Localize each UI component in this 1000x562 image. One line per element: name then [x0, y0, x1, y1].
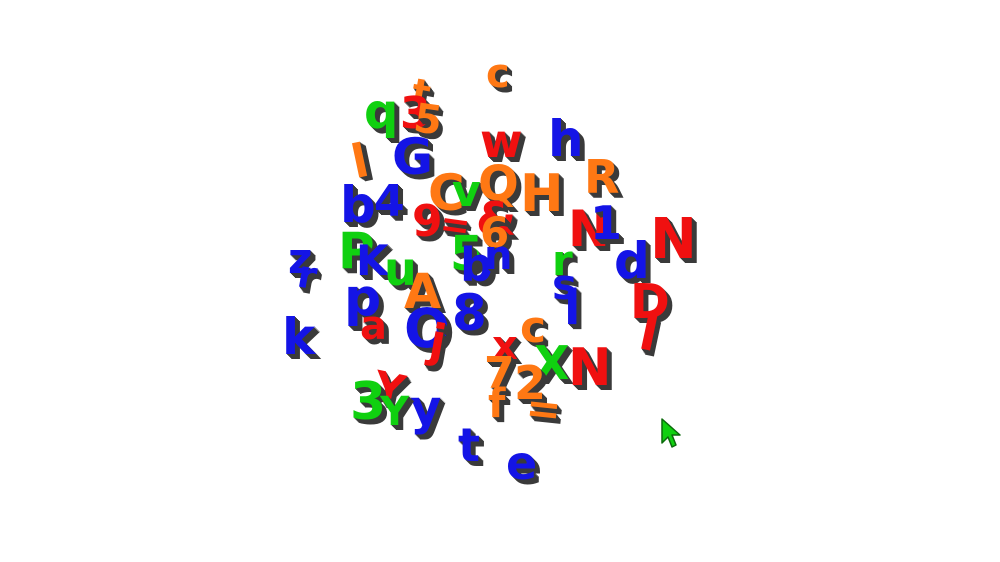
- letter-tile[interactable]: &: [476, 192, 517, 246]
- letter-tile[interactable]: d: [614, 232, 650, 290]
- letter-tile[interactable]: 6: [480, 208, 510, 257]
- letter-tile[interactable]: Q: [478, 156, 519, 212]
- letter-tile[interactable]: 3: [400, 88, 431, 139]
- letter-tile[interactable]: w: [480, 114, 523, 168]
- letter-tile[interactable]: 4: [374, 176, 405, 227]
- letter-tile[interactable]: 9: [412, 196, 443, 247]
- letter-tile[interactable]: 1: [590, 196, 623, 250]
- letter-tile[interactable]: D: [630, 274, 670, 330]
- letter-tile[interactable]: b: [340, 176, 376, 234]
- letter-tile[interactable]: c: [486, 51, 510, 97]
- letter-tile[interactable]: v: [452, 166, 481, 217]
- letter-tile[interactable]: N: [650, 207, 697, 272]
- letter-tile[interactable]: 8: [452, 284, 487, 342]
- letter-tile[interactable]: N: [568, 338, 612, 398]
- letter-tile[interactable]: 2: [514, 356, 547, 410]
- letter-tile[interactable]: l: [564, 280, 581, 336]
- letter-tile[interactable]: h: [548, 110, 584, 168]
- letter-tile[interactable]: Y: [380, 389, 409, 435]
- letter-tile[interactable]: X: [534, 336, 570, 390]
- letter-tile[interactable]: y: [410, 380, 442, 436]
- letter-tile[interactable]: A: [404, 264, 442, 320]
- letter-tile[interactable]: 3: [350, 372, 387, 432]
- letter-tile[interactable]: =: [523, 382, 564, 435]
- letter-tile[interactable]: e: [506, 436, 538, 490]
- letter-tile[interactable]: a: [360, 303, 387, 349]
- letter-tile[interactable]: p: [344, 268, 382, 328]
- letter-tile[interactable]: r: [552, 236, 573, 285]
- letter-tile[interactable]: 5: [450, 226, 484, 282]
- letter-tile[interactable]: c: [520, 302, 547, 353]
- letter-tile[interactable]: N: [568, 200, 610, 258]
- letter-tile[interactable]: n: [484, 233, 513, 279]
- letter-tile[interactable]: s: [552, 260, 577, 309]
- letter-tile[interactable]: k: [282, 308, 316, 366]
- letter-tile[interactable]: t: [458, 418, 480, 472]
- letter-tile[interactable]: z: [288, 234, 313, 283]
- letter-tile[interactable]: R: [584, 150, 620, 204]
- arrow-pointer-icon: [661, 418, 681, 448]
- letter-tile[interactable]: b: [460, 238, 493, 292]
- letter-tile[interactable]: O: [404, 297, 450, 360]
- letter-tile[interactable]: P: [338, 222, 375, 280]
- letter-tile[interactable]: q: [364, 84, 399, 140]
- letter-tile[interactable]: G: [392, 128, 434, 186]
- letter-tile[interactable]: f: [488, 381, 506, 427]
- letter-tile[interactable]: C: [428, 164, 465, 222]
- letter-tile[interactable]: H: [520, 164, 564, 224]
- letter-tile[interactable]: 7: [484, 348, 515, 399]
- letter-tile[interactable]: K: [356, 236, 389, 285]
- letter-tile[interactable]: x: [492, 323, 518, 369]
- letter-tile[interactable]: u: [384, 242, 417, 296]
